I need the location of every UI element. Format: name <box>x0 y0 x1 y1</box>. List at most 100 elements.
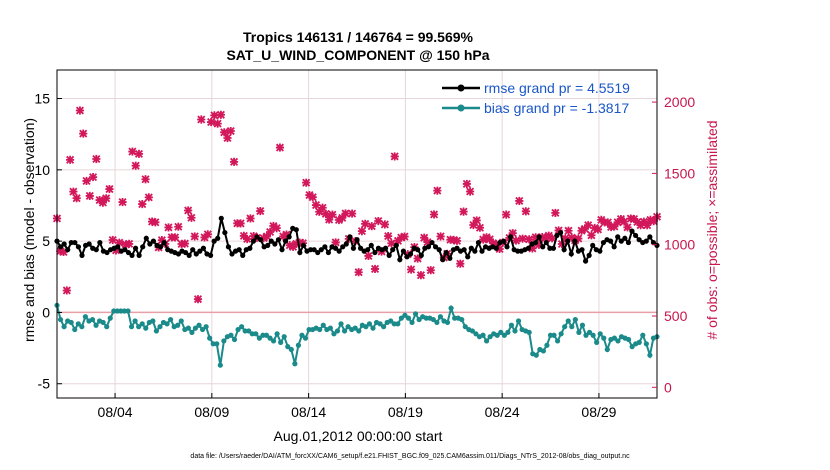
legend-rmse-marker <box>457 84 465 92</box>
bias-point <box>444 319 451 326</box>
rmse-point <box>632 232 639 239</box>
obs-point <box>88 173 98 182</box>
rmse-point <box>68 239 74 246</box>
y-tick-label: 0 <box>42 304 50 320</box>
rmse-point <box>222 229 228 236</box>
rmse-point <box>354 237 360 243</box>
obs-point <box>528 244 537 253</box>
obs-point <box>367 222 376 231</box>
bias-point <box>434 319 440 326</box>
obs-point <box>508 229 517 238</box>
bias-point <box>235 326 241 333</box>
obs-point <box>174 222 183 231</box>
rmse-point <box>282 238 289 244</box>
bias-point <box>317 326 323 333</box>
obs-point <box>646 215 655 224</box>
rmse-point <box>525 245 532 251</box>
rmse-point <box>547 245 553 251</box>
obs-point <box>118 197 127 207</box>
rmse-point <box>315 249 321 256</box>
bias-point <box>203 324 209 330</box>
rmse-point <box>190 247 196 253</box>
bias-point <box>405 315 412 321</box>
chart-title: Tropics 146131 / 146764 = 99.569% <box>243 29 474 45</box>
obs-point <box>492 240 501 249</box>
obs-point <box>436 232 445 241</box>
rmse-point <box>636 237 642 243</box>
x-tick-label: 08/29 <box>581 404 616 420</box>
rmse-point <box>582 258 589 264</box>
bias-point <box>370 325 376 331</box>
rmse-point <box>61 241 67 247</box>
rmse-point <box>390 247 396 253</box>
bias-point <box>576 329 582 335</box>
rmse-point <box>104 249 110 256</box>
obs-point <box>407 265 416 274</box>
obs-point <box>259 234 268 243</box>
obs-point <box>190 232 199 241</box>
bias-point <box>100 319 106 326</box>
rmse-point <box>286 234 292 240</box>
legend-rmse-label: rmse grand pr = 4.5519 <box>484 80 630 96</box>
rmse-point <box>247 245 253 251</box>
bias-point <box>562 324 568 330</box>
obs-point <box>482 233 491 242</box>
bias-point <box>508 322 515 328</box>
bias-point <box>625 336 632 343</box>
bias-point <box>320 322 326 328</box>
legend-bias-label: bias grand pr = -1.3817 <box>484 100 629 116</box>
rmse-point <box>561 247 567 253</box>
bias-point <box>586 329 593 335</box>
y-right-tick-label: 2000 <box>664 94 695 110</box>
obs-point <box>203 230 212 239</box>
obs-point <box>511 236 521 245</box>
bias-point <box>285 344 291 350</box>
bias-point <box>107 315 113 321</box>
bias-point <box>139 321 145 327</box>
rmse-point <box>265 242 271 249</box>
legend: rmse grand pr = 4.5519 bias grand pr = -… <box>442 80 630 116</box>
rmse-point <box>197 248 203 254</box>
obs-point <box>66 155 75 164</box>
bias-point <box>381 324 387 330</box>
bias-point <box>75 321 81 327</box>
rmse-point <box>215 235 221 241</box>
obs-point <box>128 147 137 156</box>
obs-point <box>266 227 275 237</box>
obs-point <box>413 254 422 263</box>
bias-point <box>207 335 213 341</box>
obs-point <box>59 247 68 257</box>
bias-point <box>89 316 96 323</box>
obs-point <box>338 213 347 222</box>
rmse-point <box>425 244 432 250</box>
obs-point <box>243 234 252 244</box>
obs-point <box>325 215 334 224</box>
obs-point <box>315 207 324 216</box>
bias-point <box>480 332 486 338</box>
x-axis: 08/04 08/09 08/14 08/19 08/24 08/29 <box>98 393 617 420</box>
bias-point <box>352 325 358 331</box>
bias-point <box>363 324 369 330</box>
rmse-point <box>440 257 446 263</box>
bias-point <box>459 316 465 323</box>
obs-point <box>331 238 340 247</box>
rmse-point <box>268 238 274 244</box>
bias-point <box>583 332 589 338</box>
rmse-point <box>372 249 378 256</box>
rmse-point <box>140 244 146 250</box>
rmse-point <box>622 235 628 241</box>
obs-point <box>462 179 471 189</box>
rmse-point <box>297 249 303 256</box>
obs-point <box>131 161 140 170</box>
bias-point <box>558 331 564 337</box>
obs-point <box>275 143 285 152</box>
y-axis-label: rmse and bias (model - observation) <box>21 118 37 342</box>
bias-point <box>594 339 600 345</box>
bias-point <box>214 341 220 347</box>
obs-point <box>551 208 560 217</box>
bias-point <box>189 329 195 335</box>
obs-point <box>548 234 557 243</box>
obs-point <box>426 266 435 275</box>
rmse-point <box>122 247 128 253</box>
rmse-point <box>550 245 557 251</box>
